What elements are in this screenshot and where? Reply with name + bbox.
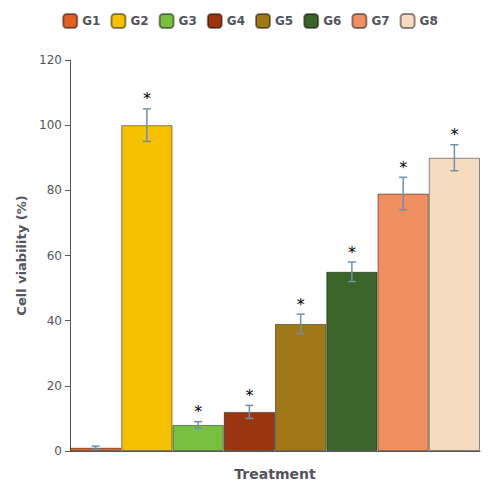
svg-text:Cell viability (%): Cell viability (%) xyxy=(14,195,29,315)
svg-text:80: 80 xyxy=(47,183,62,197)
svg-text:*: * xyxy=(348,243,356,262)
svg-text:0: 0 xyxy=(54,444,62,458)
svg-text:60: 60 xyxy=(47,249,62,263)
svg-text:G2: G2 xyxy=(130,14,148,28)
svg-text:G4: G4 xyxy=(227,14,245,28)
svg-text:G5: G5 xyxy=(275,14,293,28)
svg-text:40: 40 xyxy=(47,314,62,328)
svg-text:G3: G3 xyxy=(179,14,197,28)
svg-text:*: * xyxy=(143,89,151,108)
svg-text:100: 100 xyxy=(39,118,62,132)
svg-text:G8: G8 xyxy=(420,14,438,28)
svg-text:G7: G7 xyxy=(371,14,389,28)
svg-text:Treatment: Treatment xyxy=(234,466,316,482)
svg-text:*: * xyxy=(450,125,458,144)
svg-text:G1: G1 xyxy=(82,14,100,28)
svg-text:120: 120 xyxy=(39,53,62,67)
svg-text:20: 20 xyxy=(47,379,62,393)
svg-text:G6: G6 xyxy=(323,14,341,28)
svg-text:*: * xyxy=(297,295,305,314)
svg-text:*: * xyxy=(399,158,407,177)
svg-text:*: * xyxy=(245,386,253,405)
svg-text:*: * xyxy=(194,402,202,421)
